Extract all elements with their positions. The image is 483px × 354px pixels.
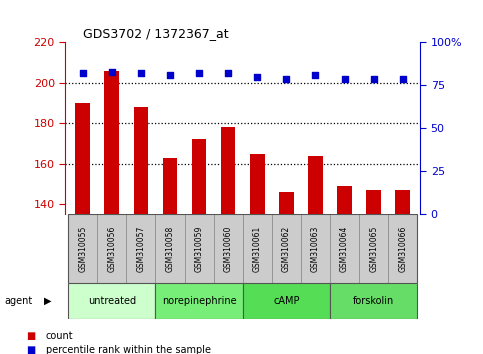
Text: GSM310061: GSM310061: [253, 225, 262, 272]
Bar: [388, 214, 417, 283]
Text: agent: agent: [5, 296, 33, 306]
Text: GSM310065: GSM310065: [369, 225, 378, 272]
Bar: [396, 190, 410, 214]
Text: GSM310059: GSM310059: [195, 225, 203, 272]
Text: GSM310056: GSM310056: [107, 225, 116, 272]
Text: ▶: ▶: [43, 296, 51, 306]
Bar: [75, 103, 90, 214]
Bar: [163, 158, 177, 214]
Text: untreated: untreated: [88, 296, 136, 306]
Bar: [330, 283, 417, 319]
Point: [283, 76, 290, 81]
Point: [166, 72, 174, 78]
Point: [254, 74, 261, 80]
Text: GDS3702 / 1372367_at: GDS3702 / 1372367_at: [83, 27, 228, 40]
Bar: [134, 107, 148, 214]
Bar: [97, 214, 127, 283]
Bar: [301, 214, 330, 283]
Bar: [359, 214, 388, 283]
Bar: [243, 214, 272, 283]
Bar: [272, 214, 301, 283]
Bar: [156, 283, 243, 319]
Bar: [330, 214, 359, 283]
Text: ■: ■: [27, 346, 36, 354]
Point: [195, 70, 203, 76]
Bar: [127, 214, 156, 283]
Point: [79, 70, 86, 76]
Text: GSM310062: GSM310062: [282, 225, 291, 272]
Bar: [192, 139, 206, 214]
Text: percentile rank within the sample: percentile rank within the sample: [46, 346, 211, 354]
Bar: [308, 156, 323, 214]
Text: GSM310060: GSM310060: [224, 225, 233, 272]
Point: [224, 70, 232, 76]
Point: [108, 69, 115, 74]
Point: [137, 70, 145, 76]
Text: GSM310057: GSM310057: [136, 225, 145, 272]
Point: [399, 76, 407, 81]
Text: norepinephrine: norepinephrine: [162, 296, 236, 306]
Text: GSM310055: GSM310055: [78, 225, 87, 272]
Bar: [243, 283, 330, 319]
Bar: [221, 127, 235, 214]
Bar: [337, 186, 352, 214]
Bar: [279, 192, 294, 214]
Bar: [213, 214, 243, 283]
Bar: [156, 214, 185, 283]
Bar: [68, 283, 156, 319]
Text: GSM310066: GSM310066: [398, 225, 407, 272]
Bar: [104, 71, 119, 214]
Text: GSM310063: GSM310063: [311, 225, 320, 272]
Bar: [250, 154, 265, 214]
Bar: [68, 214, 97, 283]
Text: GSM310058: GSM310058: [166, 225, 174, 272]
Text: ■: ■: [27, 331, 36, 341]
Text: count: count: [46, 331, 73, 341]
Text: cAMP: cAMP: [273, 296, 299, 306]
Point: [370, 76, 378, 81]
Point: [341, 76, 348, 81]
Text: forskolin: forskolin: [353, 296, 394, 306]
Point: [312, 72, 319, 78]
Bar: [367, 190, 381, 214]
Text: GSM310064: GSM310064: [340, 225, 349, 272]
Bar: [185, 214, 213, 283]
